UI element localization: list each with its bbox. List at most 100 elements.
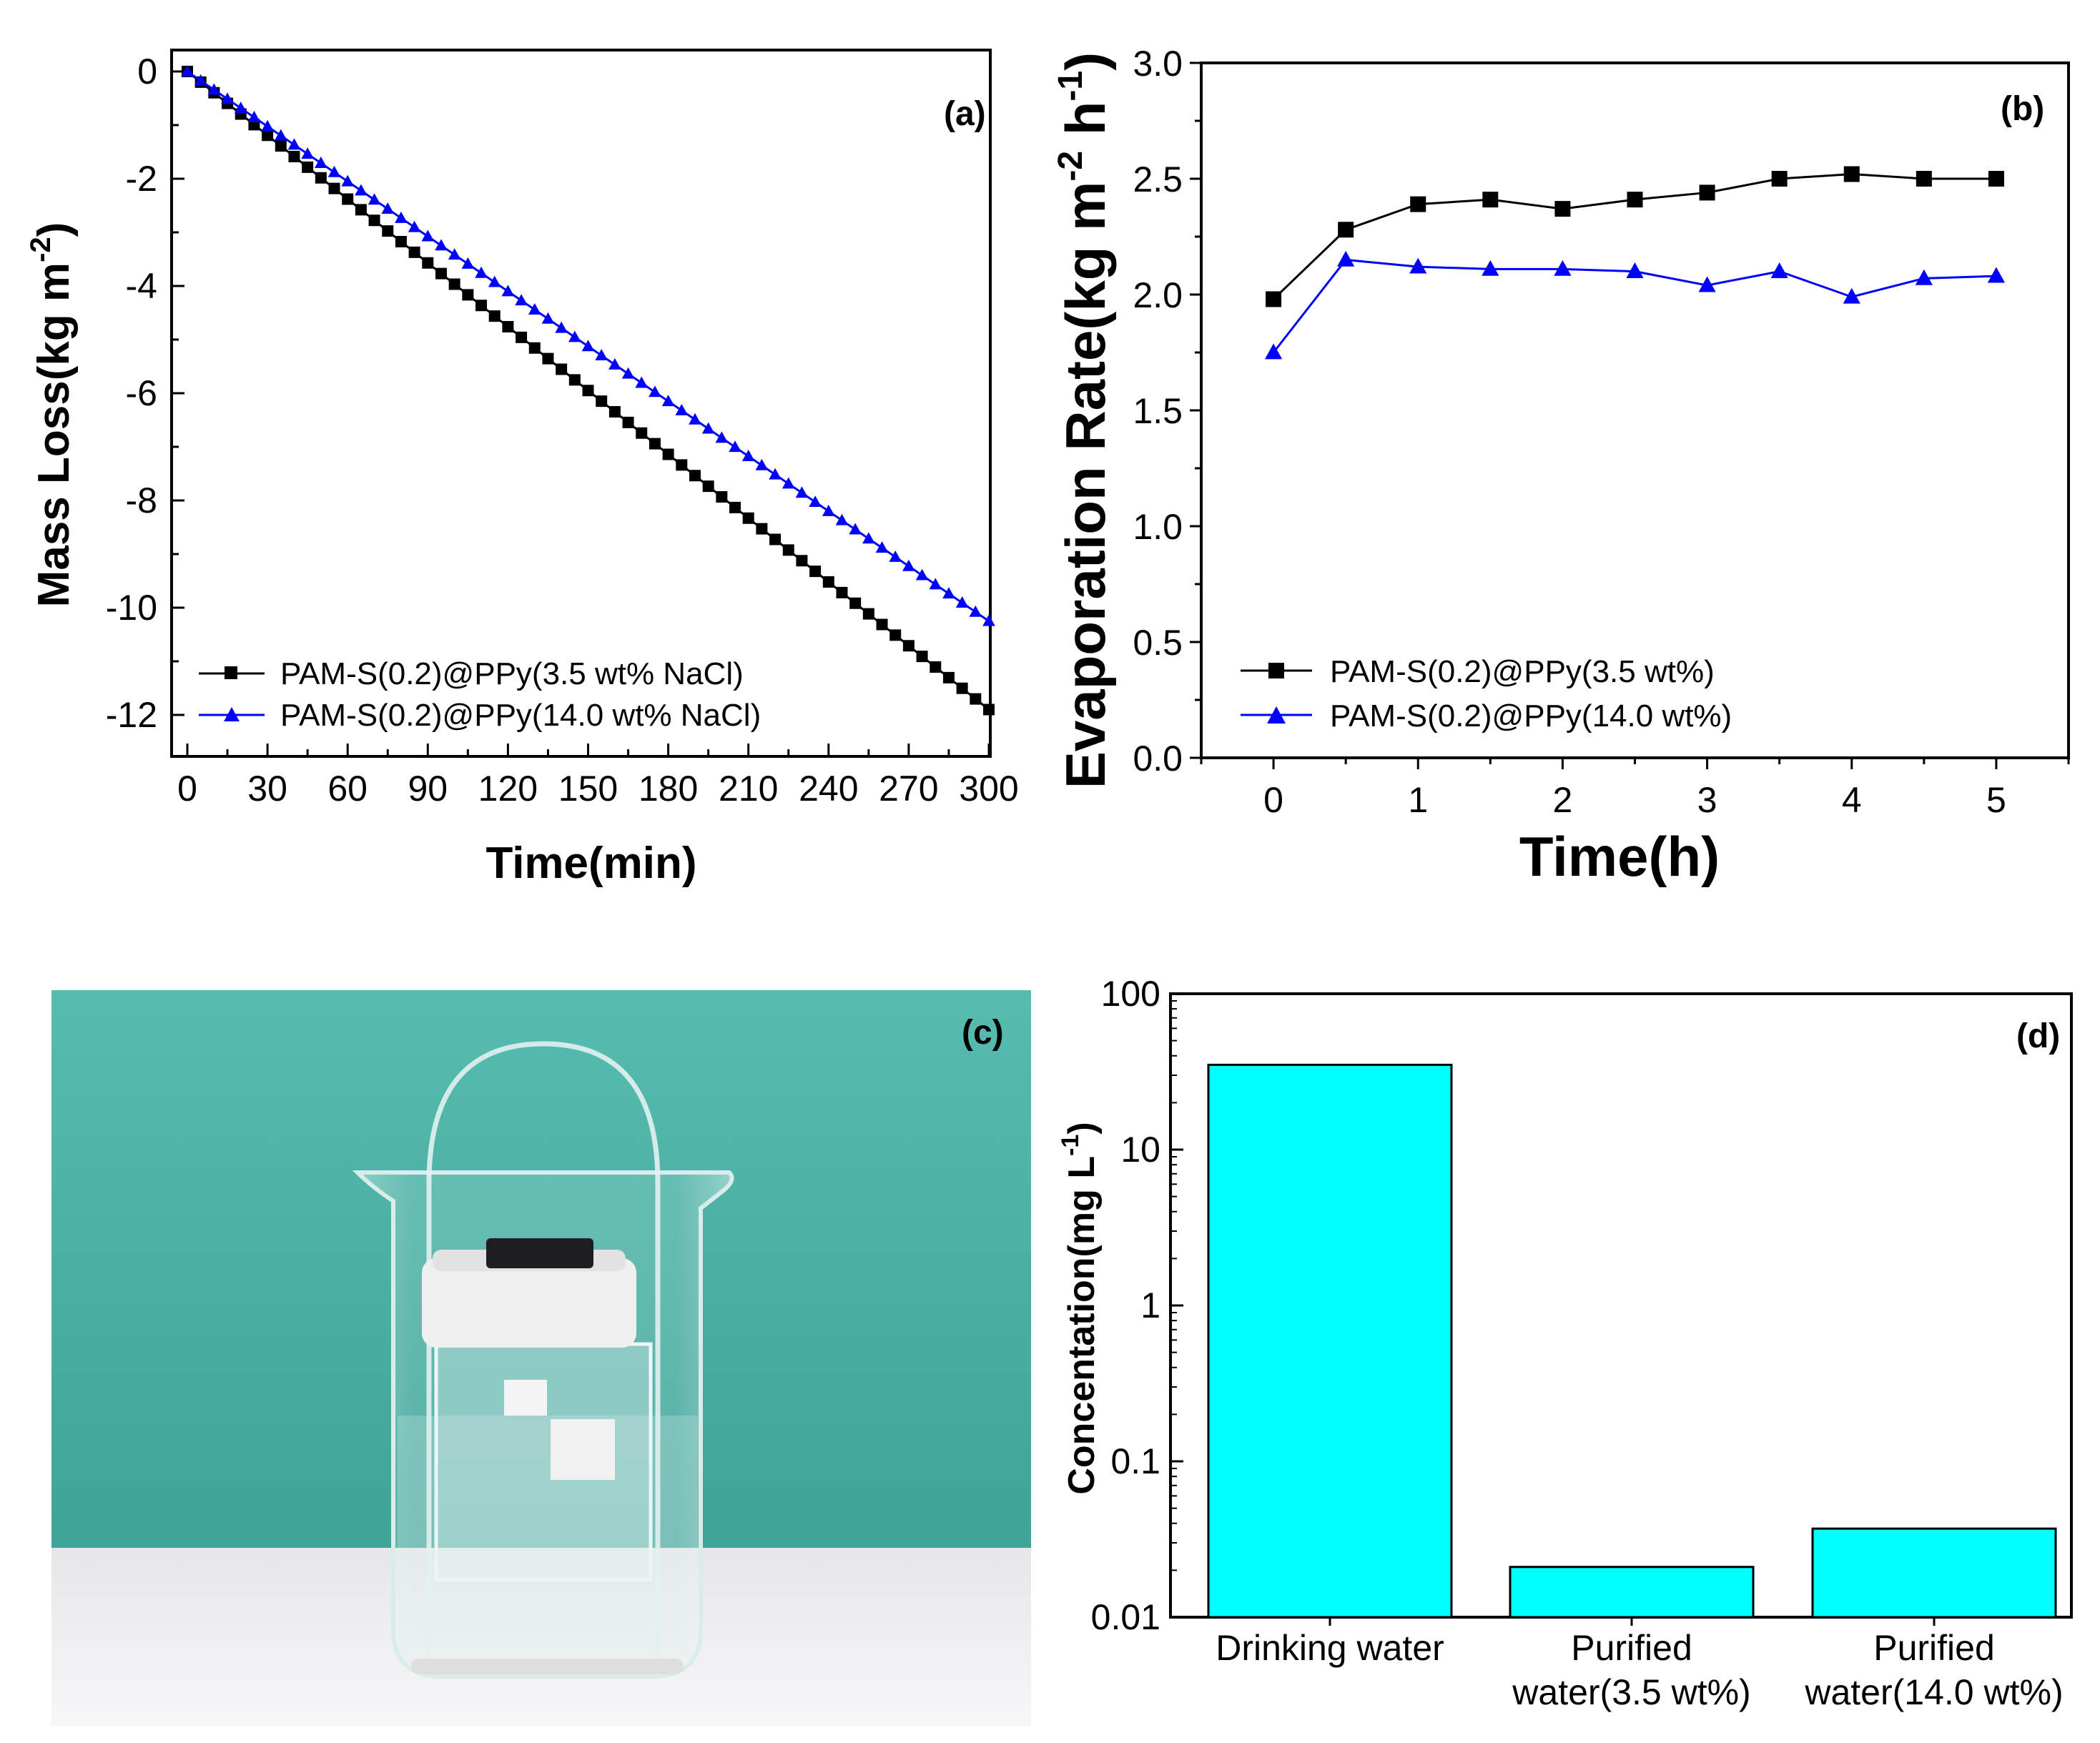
panel-a-data-point [515, 294, 528, 306]
panel-a-x-ticks: 0 30 60 90 120 150 180 210 240 270 300 [177, 744, 1019, 809]
panel-b-y-title-sup1: -2 [1052, 151, 1090, 182]
panel-b-data-point [1987, 267, 2006, 283]
panel-a-data-point [729, 440, 741, 453]
black-absorber [486, 1238, 593, 1268]
panel-a-data-point [261, 119, 274, 132]
panel-b-x-tick-label: 1 [1408, 780, 1428, 820]
panel-a-data-point [247, 110, 261, 122]
panel-a-data-point [756, 523, 768, 535]
panel-a-data-point [769, 468, 782, 480]
panel-a-data-point [288, 151, 300, 162]
panel-a-data-point [315, 172, 327, 184]
panel-a-data-point [408, 220, 421, 232]
panel-b-data-point [1264, 343, 1283, 360]
panel-a-data-point [581, 340, 595, 352]
panel-d-y-tick-label: 100 [1101, 974, 1160, 1014]
glass-dome [426, 1041, 661, 1666]
panel-a-data-point [889, 629, 902, 641]
panel-a-data-point [502, 321, 514, 332]
panel-b-y-tick-label: 2.5 [1133, 159, 1183, 199]
panel-a-data-point [636, 427, 648, 439]
panel-a-data-point [942, 671, 955, 683]
panel-a-data-point [755, 458, 769, 470]
panel-b-x-tick-label: 2 [1553, 780, 1573, 820]
panel-a-data-point [341, 174, 354, 187]
panel-b-legend-label-1: PAM-S(0.2)@PPy(3.5 wt%) [1330, 654, 1715, 689]
panel-a-data-point [355, 204, 367, 216]
panel-a-data-point [849, 523, 862, 535]
panel-a-data-point [382, 225, 394, 237]
panel-a-y-tick-label: -4 [126, 266, 157, 306]
panel-b-data-point [1843, 166, 1860, 182]
panel-b-data-point [1410, 196, 1426, 212]
panel-b-x-tick-label: 0 [1263, 780, 1283, 820]
panel-d-y-title-tail: ) [1061, 1122, 1103, 1134]
panel-b-series [1264, 166, 2006, 360]
panel-a-y-tick-label: -2 [126, 159, 157, 199]
panel-a-data-point [234, 102, 247, 114]
panel-a-data-point [595, 349, 608, 361]
panel-a-data-point [809, 566, 822, 578]
panel-d-x-tick-label: Purified [1571, 1628, 1692, 1668]
panel-b-data-point [1482, 260, 1499, 276]
panel-b-y-axis-title: Evaporation Rate(kg m-2 h-1) [1052, 52, 1117, 789]
panel-b-legend-label-2: PAM-S(0.2)@PPy(14.0 wt%) [1330, 698, 1732, 734]
panel-a-data-point [622, 416, 634, 428]
panel-a-y-title-sup: -2 [25, 237, 56, 262]
panel-a-data-point [421, 229, 435, 242]
panel-d-y-ticks: 100 10 1 0.1 0.01 [1091, 974, 1183, 1637]
panel-d-label: (d) [2016, 1017, 2060, 1055]
panel-a-data-point [970, 693, 982, 705]
panel-a-data-point [876, 618, 888, 631]
panel-a-data-point [649, 438, 661, 450]
panel-a-data-point [475, 266, 488, 278]
panel-b-data-point [1770, 262, 1788, 279]
panel-a-y-axis-title: Mass Loss(kg m-2) [25, 222, 79, 608]
panel-a-data-point [862, 532, 875, 544]
panel-a-legend: PAM-S(0.2)@PPy(3.5 wt% NaCl) PAM-S(0.2)@… [199, 656, 761, 733]
panel-a-data-point [782, 477, 795, 489]
panel-a-data-point [422, 257, 434, 269]
panel-a-data-point [221, 92, 234, 104]
panel-d-bars [1207, 1063, 2057, 1626]
panel-a-data-point [262, 129, 274, 142]
panel-a-data-point [301, 147, 314, 159]
panel-a-data-point [769, 533, 782, 545]
panel-b-label: (b) [2001, 90, 2044, 128]
panel-b-y-tick-label: 1.5 [1133, 391, 1183, 431]
panel-b-data-point [1698, 276, 1716, 292]
panel-a-data-point [955, 596, 969, 608]
panel-b-data-point [1843, 287, 1860, 304]
panel-b-y-title-tail: ) [1054, 52, 1117, 71]
panel-a-data-point [194, 74, 207, 86]
beaker-base-shadow [411, 1659, 683, 1674]
panel-a-data-point [501, 285, 515, 297]
panel-d-x-tick-label: Drinking water [1216, 1628, 1444, 1668]
panel-a-x-tick-label: 120 [478, 769, 538, 809]
panel-a-data-point [408, 246, 420, 258]
panel-b-x-ticks: 0 1 2 3 4 5 [1200, 758, 2070, 820]
panel-b-data-point [1916, 171, 1932, 187]
panel-a-data-point [635, 376, 649, 388]
panel-a-data-point [275, 140, 287, 152]
panel-a-legend-marker-triangle [224, 707, 240, 721]
panel-a-y-tick-label: -8 [126, 480, 157, 520]
panel-b-data-point [1699, 184, 1715, 201]
panel-a-data-point [488, 310, 501, 322]
panel-a-data-point [742, 512, 754, 524]
panel-a-data-point [849, 597, 862, 609]
panel-a-data-point [836, 586, 848, 598]
panel-a-data-point [715, 431, 729, 443]
panel-a-data-point [701, 422, 715, 434]
panel-d-x-tick-label: Purified [1873, 1628, 1995, 1668]
panel-a-data-point [516, 331, 528, 343]
wick-block-2 [551, 1419, 615, 1480]
panel-a-x-tick-label: 150 [558, 769, 618, 809]
panel-d-bar [1811, 1527, 2057, 1619]
panel-a-data-point [675, 403, 689, 415]
panel-b-legend-marker-triangle [1267, 706, 1286, 724]
panel-b-data-point [1915, 269, 1933, 285]
panel-a-data-point [488, 275, 501, 287]
panel-b-y-title-mid: h [1054, 102, 1117, 151]
